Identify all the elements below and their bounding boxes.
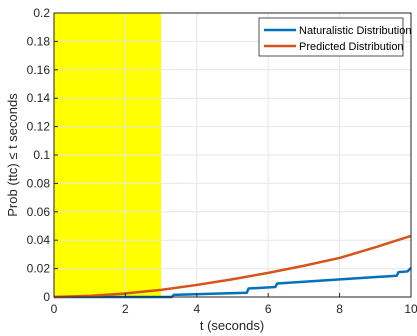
series-line-0 xyxy=(54,267,412,299)
y-axis-label: Prob (ttc) ≤ t seconds xyxy=(5,93,20,217)
x-tick-label: 4 xyxy=(193,302,200,316)
x-tick-label: 10 xyxy=(404,302,417,316)
y-tick-label: 0.08 xyxy=(27,176,51,190)
y-tick-label: 0.04 xyxy=(27,233,51,247)
x-tick-label: 2 xyxy=(122,302,129,316)
y-tick-label: 0.16 xyxy=(27,63,51,77)
y-tick-label: 0.18 xyxy=(27,34,51,48)
y-tick-label: 0.14 xyxy=(27,91,51,105)
legend-label-naturalistic: Naturalistic Distribution xyxy=(299,25,411,37)
y-tick-label: 0.02 xyxy=(27,262,51,276)
legend-box xyxy=(258,17,404,57)
x-tick-label: 8 xyxy=(336,302,343,316)
y-tick-label: 0.06 xyxy=(27,205,51,219)
y-tick-label: 0.2 xyxy=(33,6,50,20)
x-tick-label: 0 xyxy=(51,302,58,316)
x-axis-label: t (seconds) xyxy=(200,318,264,333)
y-tick-label: 0.12 xyxy=(27,120,51,134)
series-line-1 xyxy=(53,234,412,299)
legend-label-predicted: Predicted Distribution xyxy=(299,41,404,53)
y-tick-label: 0 xyxy=(43,290,50,304)
y-tick-label: 0.1 xyxy=(33,148,50,162)
x-tick-label: 6 xyxy=(265,302,272,316)
legend: Naturalistic Distribution Predicted Dist… xyxy=(258,17,411,57)
